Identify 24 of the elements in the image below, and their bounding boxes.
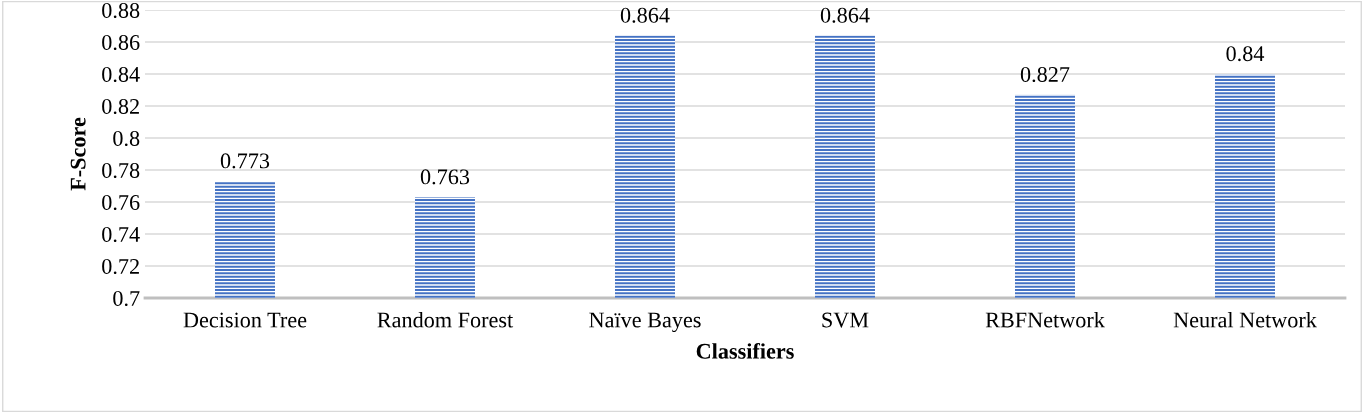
data-label: 0.763 xyxy=(420,169,470,185)
y-tick-label: 0.84 xyxy=(102,66,140,83)
data-label: 0.864 xyxy=(820,7,870,23)
y-tick-label: 0.74 xyxy=(102,226,140,243)
y-tick-label: 0.7 xyxy=(113,290,140,307)
data-label: 0.84 xyxy=(1226,46,1265,62)
x-tick-label: Decision Tree xyxy=(183,312,307,328)
y-tick-label: 0.82 xyxy=(102,98,139,115)
data-label: 0.864 xyxy=(620,7,670,23)
y-tick-label: 0.86 xyxy=(102,34,140,51)
data-label: 0.773 xyxy=(220,153,270,169)
y-axis-title: F-Score xyxy=(70,117,86,191)
x-tick-label: Naïve Bayes xyxy=(589,312,701,333)
y-tick-label: 0.88 xyxy=(102,2,140,19)
x-tick-label: RBFNetwork xyxy=(985,311,1105,328)
x-tick-label: Random Forest xyxy=(377,311,514,328)
x-axis-title: Classifiers xyxy=(696,342,794,359)
x-tick-label: Neural Network xyxy=(1173,311,1317,328)
y-tick-label: 0.8 xyxy=(113,130,140,147)
y-tick-label: 0.72 xyxy=(102,258,139,275)
y-tick-label: 0.78 xyxy=(102,162,140,179)
y-tick-label: 0.76 xyxy=(102,194,140,211)
data-label: 0.827 xyxy=(1020,66,1070,83)
x-tick-label: SVM xyxy=(822,312,869,328)
